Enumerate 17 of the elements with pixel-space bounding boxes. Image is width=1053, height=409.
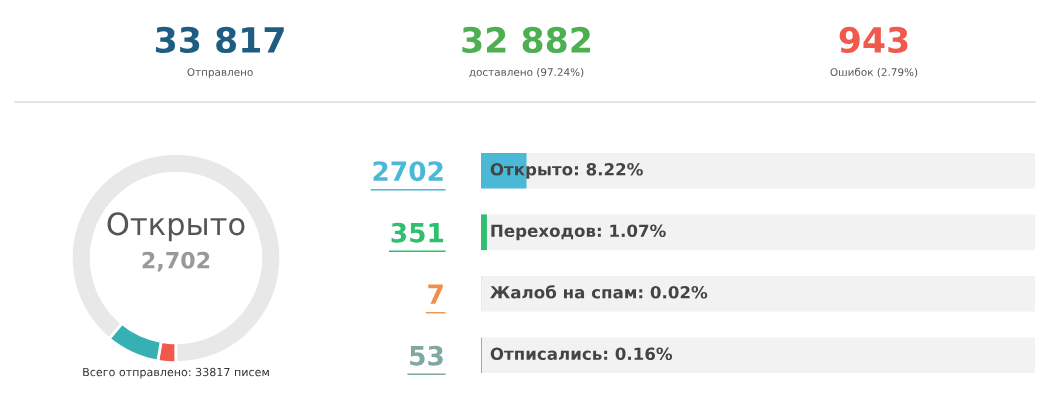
y-tick-label: 351 xyxy=(391,222,444,243)
y-tick-label: 7 xyxy=(428,284,443,304)
text: 32 882 xyxy=(462,26,590,54)
text: 943 xyxy=(839,26,908,54)
text: Всего отправлено: 33817 писем xyxy=(83,367,269,379)
data-label: Отписались: 0.16% xyxy=(490,347,673,361)
bar xyxy=(481,214,487,251)
text: 2,702 xyxy=(142,251,210,272)
text: Отправлено xyxy=(187,68,253,79)
text: 33 817 xyxy=(155,26,284,54)
text: доставлено (97.24%) xyxy=(469,67,584,78)
text: Ошибок (2.79%) xyxy=(830,67,918,78)
data-label: Жалоб на спам: 0.02% xyxy=(490,285,708,299)
data-label: Переходов: 1.07% xyxy=(491,224,666,241)
y-tick-label: 2702 xyxy=(373,161,443,182)
y-tick-label: 53 xyxy=(410,345,443,366)
text: Открыто xyxy=(107,212,245,242)
